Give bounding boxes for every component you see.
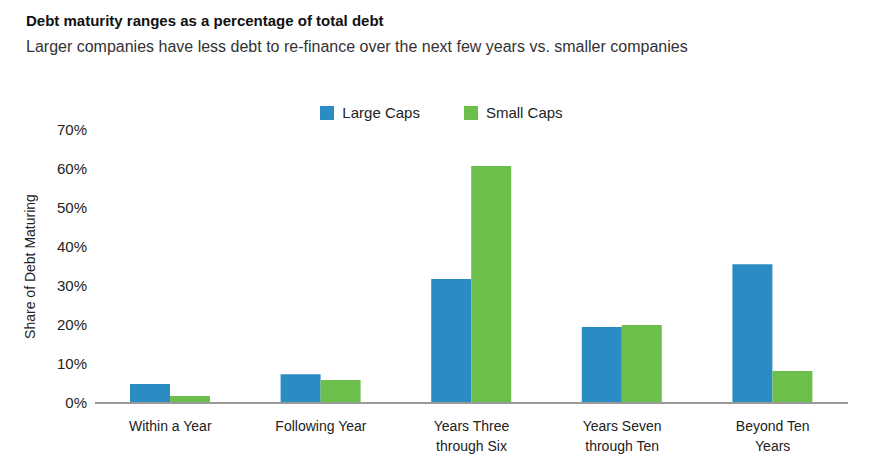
svg-text:60%: 60%	[57, 160, 87, 177]
svg-text:10%: 10%	[57, 355, 87, 372]
html-text:Larger companies have less deb: Larger companies have less debt to re-fi…	[26, 38, 688, 55]
svg-text:Beyond TenYears: Beyond TenYears	[736, 418, 810, 454]
html-text:Debt maturity ranges as a perc: Debt maturity ranges as a percentage of …	[26, 12, 384, 29]
svg-text:70%: 70%	[57, 121, 87, 138]
svg-text:40%: 40%	[57, 238, 87, 255]
svg-text:20%: 20%	[57, 316, 87, 333]
html-text:Small Caps: Small Caps	[485, 104, 563, 121]
svg-text:Share of Debt Maturing: Share of Debt Maturing	[22, 194, 38, 339]
svg-text:0%: 0%	[65, 394, 87, 411]
svg-text:Years Seventhrough Ten: Years Seventhrough Ten	[583, 418, 662, 454]
svg-text:Years Threethrough Six: Years Threethrough Six	[434, 418, 510, 454]
html-text:Large Caps: Large Caps	[342, 104, 420, 121]
svg-text:Following Year: Following Year	[275, 418, 366, 434]
svg-text:30%: 30%	[57, 277, 87, 294]
svg-text:Within a Year: Within a Year	[129, 418, 212, 434]
svg-text:50%: 50%	[57, 199, 87, 216]
